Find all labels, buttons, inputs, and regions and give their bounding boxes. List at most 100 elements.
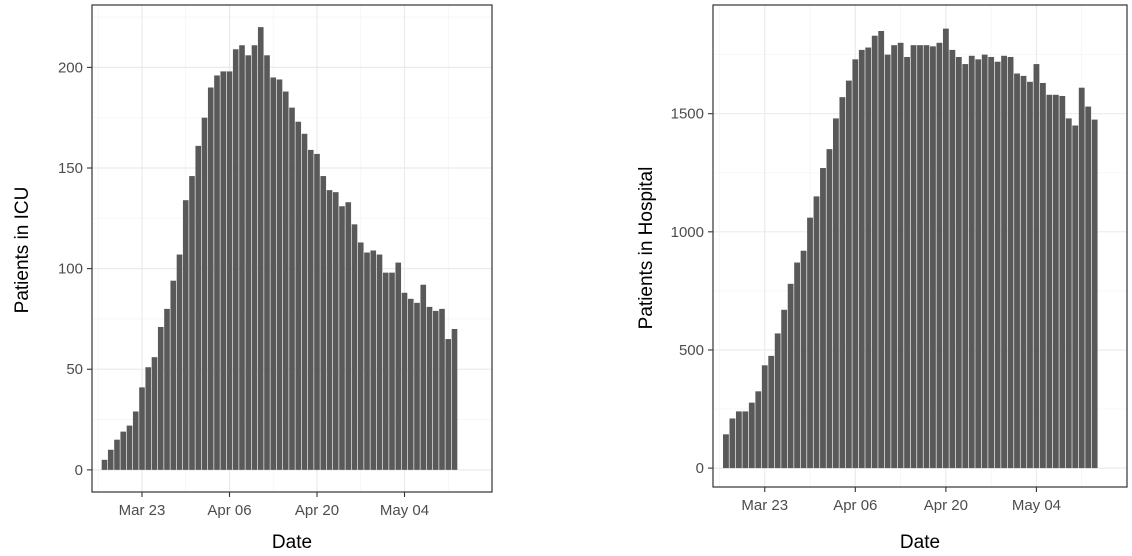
hospital-bar — [871, 35, 878, 469]
icu-chart-svg: 0 50 100 150 200 Mar 23 Apr 06 Apr 20 May 04 Dat… — [12, 4, 493, 553]
hospital-y-tick-label: 1000 — [671, 224, 704, 241]
hospital-bar — [930, 46, 936, 469]
hospital-bar — [800, 250, 807, 469]
hospital-bar — [832, 118, 839, 469]
hospital-chart: 0 500 1000 1500 Mar 23 Apr 06 Apr 20 May 04 Dat… — [566, 0, 1132, 556]
hospital-bar — [852, 59, 859, 469]
icu-bar — [295, 121, 302, 470]
hospital-y-axis-title: Patients in Hospital — [636, 167, 657, 330]
icu-bar — [332, 192, 339, 470]
icu-bar — [170, 280, 177, 470]
icu-bar — [301, 133, 308, 470]
icu-bar — [145, 367, 152, 470]
hospital-x-tick-label: Apr 06 — [833, 497, 877, 514]
hospital-bars — [723, 28, 1098, 469]
hospital-bar — [936, 42, 943, 469]
hospital-y-tick-label: 0 — [696, 460, 704, 477]
icu-bar — [282, 91, 289, 470]
hospital-bar — [884, 54, 891, 469]
icu-bar — [326, 190, 333, 470]
icu-x-tick-label: May 04 — [380, 502, 429, 519]
icu-bar — [314, 153, 320, 470]
icu-bar — [407, 298, 414, 470]
icu-y-axis-title: Patients in ICU — [12, 187, 33, 314]
icu-y-tick-label: 200 — [58, 59, 83, 76]
icu-bar — [376, 254, 383, 470]
hospital-bar — [813, 196, 820, 469]
icu-bar — [220, 71, 227, 470]
hospital-bar — [807, 217, 813, 469]
hospital-y-tick-label: 500 — [679, 342, 704, 359]
icu-bar — [276, 79, 283, 470]
icu-bar — [382, 272, 389, 470]
hospital-bar — [981, 54, 988, 469]
icu-chart: 0 50 100 150 200 Mar 23 Apr 06 Apr 20 May 04 Dat… — [12, 4, 493, 553]
icu-y-tick-label: 0 — [75, 462, 83, 479]
icu-bars — [101, 27, 458, 470]
icu-bar — [395, 262, 402, 470]
hospital-bar — [878, 30, 885, 469]
hospital-bar — [794, 262, 801, 469]
icu-bar — [257, 27, 264, 470]
icu-x-tick-label: Apr 06 — [207, 502, 251, 519]
icu-bar — [164, 308, 170, 470]
hospital-y-tick-label: 1500 — [671, 106, 704, 123]
hospital-bar — [761, 365, 768, 469]
icu-bar — [251, 45, 258, 470]
icu-bar — [351, 224, 358, 470]
hospital-bar — [1033, 64, 1040, 469]
icu-bar — [345, 202, 352, 470]
hospital-bar — [910, 45, 917, 469]
hospital-bar — [748, 402, 755, 469]
icu-bar — [226, 71, 233, 470]
icu-bar — [195, 145, 202, 470]
hospital-bar — [904, 56, 910, 469]
icu-bar — [414, 302, 420, 470]
icu-bar — [245, 55, 252, 470]
icu-x-tick-label: Mar 23 — [119, 502, 166, 519]
icu-bar — [132, 411, 139, 470]
hospital-bar — [729, 418, 736, 469]
icu-bar — [432, 310, 439, 470]
hospital-bar — [1065, 118, 1072, 469]
hospital-bar — [839, 97, 846, 469]
hospital-bar — [1027, 81, 1033, 469]
icu-bar — [120, 431, 127, 470]
icu-bar — [420, 284, 427, 470]
hospital-bar — [1072, 125, 1079, 469]
hospital-bar — [742, 411, 749, 469]
hospital-bar — [1007, 56, 1014, 469]
hospital-bar — [781, 309, 788, 469]
hospital-bar — [755, 391, 762, 469]
icu-bar — [370, 250, 377, 470]
icu-bar — [176, 254, 183, 470]
icu-bar — [101, 459, 108, 470]
hospital-bar — [865, 47, 872, 469]
hospital-x-tick-label: Mar 23 — [741, 497, 788, 514]
icu-bar — [445, 339, 452, 470]
icu-bar — [139, 387, 145, 470]
hospital-bar — [1052, 94, 1059, 469]
icu-bar — [151, 357, 158, 470]
icu-bar — [182, 200, 189, 470]
hospital-bar — [1046, 94, 1053, 469]
hospital-x-tick-label: Apr 20 — [924, 497, 968, 514]
hospital-bar — [923, 45, 930, 469]
hospital-bar — [975, 59, 982, 469]
hospital-panel-border — [712, 4, 1128, 488]
hospital-bar — [962, 64, 969, 469]
icu-bar — [126, 425, 133, 470]
icu-x-axis-title: Date — [272, 532, 312, 553]
hospital-bar — [942, 28, 949, 469]
hospital-bar — [845, 80, 852, 469]
icu-bar — [451, 328, 458, 470]
icu-bar — [364, 252, 370, 470]
hospital-bar — [723, 434, 729, 469]
hospital-bar — [1020, 75, 1027, 469]
icu-bar — [307, 149, 314, 470]
icu-y-tick-label: 100 — [58, 261, 83, 278]
icu-panel-border — [91, 4, 493, 493]
icu-bar — [207, 87, 214, 470]
hospital-bar — [787, 283, 794, 469]
icu-bar — [389, 272, 395, 470]
